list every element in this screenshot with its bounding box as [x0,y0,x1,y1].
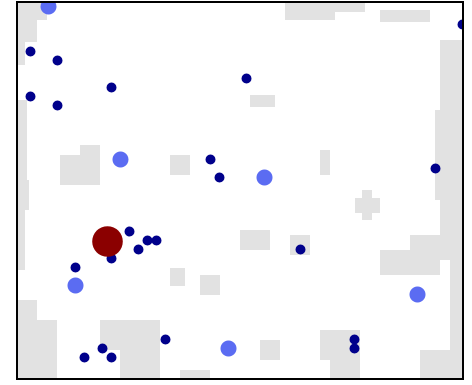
small-food-dot [79,352,90,363]
small-food-dot [109,379,114,380]
small-food-dot [349,343,360,354]
obstacle-block [330,360,360,380]
large-food-dot [67,277,84,294]
obstacle-block [240,230,270,250]
small-food-dot [241,73,252,84]
small-food-dot [151,235,162,246]
obstacle-block [320,150,330,175]
obstacle-block [80,145,100,155]
obstacle-block [17,300,37,380]
small-food-dot [52,55,63,66]
obstacle-block [17,210,25,270]
small-food-dot [25,91,36,102]
small-food-dot [442,379,447,380]
small-food-dot [430,163,441,174]
small-food-dot [214,172,225,183]
obstacle-block [285,2,335,20]
small-food-dot [25,46,36,57]
large-food-dot [256,169,273,186]
obstacle-block [362,190,372,220]
small-food-dot [133,244,144,255]
small-food-dot [467,227,472,237]
large-food-dot [40,2,57,15]
obstacle-block [60,155,100,185]
player-layer [92,226,123,257]
small-food-dot [106,352,117,363]
obstacle-block [180,370,210,380]
obstacle-block [410,235,440,255]
obstacle-block [120,340,160,380]
obstacle-layer [17,2,464,380]
small-food-layer [25,19,472,380]
player-agent[interactable] [92,226,123,257]
obstacle-block [17,100,27,180]
small-food-dot [52,100,63,111]
small-food-dot [142,235,153,246]
obstacle-block [440,40,464,110]
arena-border [16,1,464,380]
obstacle-block [380,10,430,22]
obstacle-block [335,2,365,12]
obstacle-block [37,320,57,380]
obstacle-block [420,350,464,380]
obstacle-block [17,2,37,42]
small-food-dot [217,379,222,380]
obstacle-block [170,155,190,175]
obstacle-block [250,95,275,107]
large-food-dot [112,151,129,168]
obstacle-block [17,40,25,65]
obstacle-block [17,180,29,210]
small-food-dot [295,244,306,255]
small-food-dot [124,226,135,237]
large-food-layer [40,2,426,357]
arena-floor [17,2,464,380]
small-food-dot [349,334,360,345]
obstacle-block [435,110,464,200]
obstacle-block [170,268,185,286]
obstacle-block [440,200,464,260]
small-food-dot [100,379,105,380]
large-food-dot [220,340,237,357]
obstacle-block [260,340,280,360]
small-food-dot [205,154,216,165]
small-food-dot [97,343,108,354]
small-food-dot [106,82,117,93]
obstacle-block [200,275,220,295]
small-food-dot [160,334,171,345]
large-food-dot [409,286,426,303]
small-food-dot [70,262,81,273]
